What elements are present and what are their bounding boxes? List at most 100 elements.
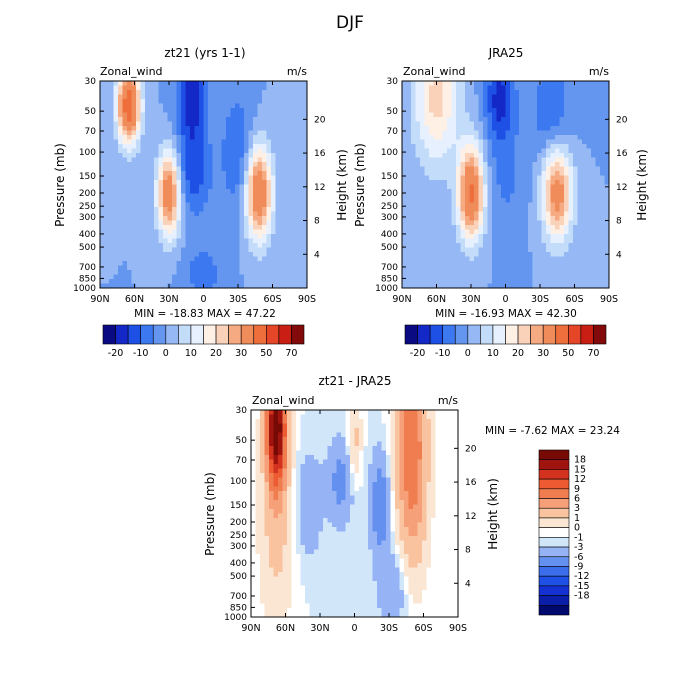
heatmap-cell (456, 121, 461, 127)
heatmap-cell (505, 261, 511, 266)
heatmap-cell (260, 581, 265, 586)
heatmap-cell (244, 247, 249, 253)
heatmap-cell (465, 274, 470, 280)
heatmap-cell (469, 99, 475, 104)
heatmap-cell (523, 162, 529, 167)
heatmap-cell (172, 243, 177, 248)
heatmap-cell (287, 432, 292, 438)
heatmap-cell (149, 279, 155, 284)
heatmap-cell (269, 446, 274, 451)
heatmap-cell (221, 279, 227, 284)
heatmap-cell (469, 166, 475, 172)
heatmap-cell (465, 90, 470, 95)
heatmap-cell (510, 108, 515, 113)
heatmap-cell (199, 252, 204, 257)
heatmap-cell (296, 477, 301, 483)
heatmap-cell (555, 166, 560, 172)
heatmap-cell (564, 220, 569, 226)
heatmap-cell (284, 108, 290, 113)
heatmap-cell (239, 274, 245, 280)
heatmap-cell (253, 130, 258, 136)
heatmap-cell (257, 261, 263, 266)
heatmap-cell (555, 112, 560, 118)
heatmap-cell (176, 270, 182, 275)
heatmap-cell (181, 90, 186, 95)
heatmap-cell (287, 491, 292, 496)
heatmap-cell (564, 211, 569, 217)
heatmap-cell (136, 252, 141, 257)
heatmap-cell (167, 85, 173, 91)
heatmap-cell (255, 549, 261, 555)
heatmap-cell (442, 103, 448, 109)
heatmap-cell (149, 175, 155, 181)
heatmap-cell (532, 270, 538, 275)
heatmap-cell (429, 144, 434, 149)
heatmap-cell (181, 103, 186, 109)
heatmap-cell (291, 509, 297, 514)
heatmap-cell (528, 85, 533, 91)
heatmap-cell (199, 274, 204, 280)
heatmap-cell (140, 130, 146, 136)
heatmap-cell (203, 103, 209, 109)
heatmap-cell (230, 180, 236, 185)
heatmap-cell (456, 112, 461, 118)
heatmap-cell (465, 112, 470, 118)
heatmap-cell (131, 81, 137, 86)
heatmap-cell (149, 81, 155, 86)
heatmap-cell (442, 180, 448, 185)
heatmap-cell (586, 94, 592, 100)
heatmap-cell (302, 234, 308, 239)
heatmap-cell (424, 225, 430, 230)
heatmap-cell (203, 112, 209, 118)
heatmap-cell (100, 193, 105, 199)
heatmap-cell (190, 166, 195, 172)
heatmap-cell (519, 180, 524, 185)
heatmap-cell (451, 130, 457, 136)
heatmap-cell (230, 252, 236, 257)
heatmap-cell (442, 135, 448, 140)
heatmap-cell (546, 112, 551, 118)
heatmap-cell (523, 274, 529, 280)
heatmap-cell (469, 243, 475, 248)
heatmap-cell (275, 220, 281, 226)
heatmap-cell (275, 261, 281, 266)
heatmap-cell (199, 193, 204, 199)
heatmap-cell (604, 216, 610, 221)
heatmap-cell (438, 270, 443, 275)
heatmap-cell (537, 94, 542, 100)
heatmap-cell (595, 166, 601, 172)
heatmap-cell (546, 211, 551, 217)
heatmap-cell (591, 112, 596, 118)
heatmap-cell (194, 153, 200, 158)
heatmap-cell (555, 243, 560, 248)
heatmap-cell (136, 112, 141, 118)
heatmap-cell (154, 252, 159, 257)
heatmap-cell (505, 103, 511, 109)
heatmap-cell (154, 94, 159, 100)
heatmap-cell (212, 85, 218, 91)
heatmap-cell (253, 279, 258, 284)
heatmap-cell (451, 99, 457, 104)
heatmap-cell (537, 247, 542, 253)
heatmap-cell (483, 180, 488, 185)
heatmap-cell (113, 274, 119, 280)
heatmap-cell (176, 229, 182, 235)
heatmap-cell (289, 229, 294, 235)
heatmap-cell (483, 256, 488, 262)
heatmap-cell (438, 103, 443, 109)
heatmap-cell (190, 112, 195, 118)
heatmap-cell (172, 193, 177, 199)
heatmap-cell (573, 252, 578, 257)
heatmap-cell (564, 247, 569, 253)
colorbar-box (417, 324, 431, 345)
heatmap-cell (429, 117, 434, 122)
heatmap-cell (550, 225, 556, 230)
heatmap-cell (523, 121, 529, 127)
heatmap-cell (131, 220, 137, 226)
heatmap-cell (127, 234, 132, 239)
heatmap-cell (167, 229, 173, 235)
heatmap-cell (260, 549, 265, 555)
heatmap-cell (158, 279, 164, 284)
heatmap-cell (600, 99, 605, 104)
heatmap-cell (167, 99, 173, 104)
